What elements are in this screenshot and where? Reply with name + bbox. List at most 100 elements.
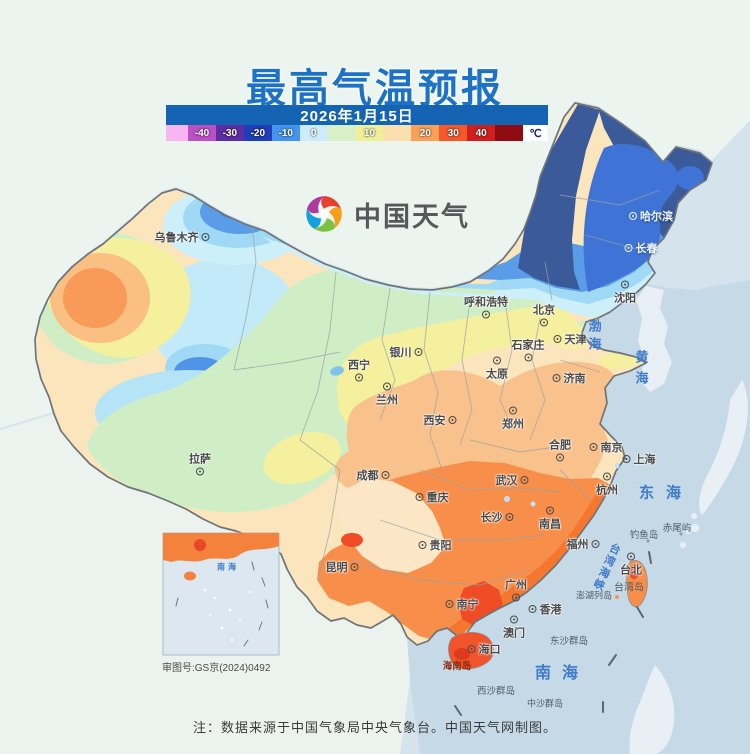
city-name: 西安 (423, 415, 446, 427)
city-marker-icon (512, 593, 520, 602)
city-marker-icon (415, 493, 424, 501)
city-name: 济南 (563, 373, 586, 385)
geo-label-钓鱼岛: 钓鱼岛 (629, 530, 659, 541)
geo-label-台湾岛: 台湾岛 (614, 582, 644, 594)
city-name: 上海 (633, 454, 656, 466)
city-label-郑州: 郑州 (502, 406, 524, 432)
city-label-西宁: 西宁 (348, 357, 370, 382)
city-marker-icon (448, 416, 457, 424)
pinwheel-logo-icon (306, 196, 342, 232)
legend-segment (495, 125, 524, 141)
city-label-济南: 济南 (552, 370, 586, 386)
city-name: 沈阳 (614, 292, 636, 305)
city-label-广州: 广州 (505, 577, 527, 602)
city-marker-icon (621, 280, 629, 289)
date-banner: 2026年1月15日 (166, 105, 548, 125)
city-name: 杭州 (596, 484, 618, 497)
city-marker-icon (589, 443, 598, 451)
city-marker-icon (556, 453, 564, 462)
city-label-成都: 成都 (357, 467, 390, 483)
city-name: 长沙 (480, 512, 503, 524)
city-marker-icon (520, 476, 529, 484)
city-name: 贵阳 (429, 540, 452, 552)
city-marker-icon (624, 244, 633, 252)
city-name: 西宁 (348, 359, 370, 372)
city-name: 哈尔滨 (640, 211, 673, 223)
island-dot (680, 542, 686, 548)
city-name: 海口 (478, 644, 501, 656)
legend-segment-40: 40 (467, 125, 496, 141)
city-label-乌鲁木齐: 乌鲁木齐 (155, 229, 210, 245)
city-label-呼和浩特: 呼和浩特 (464, 294, 508, 319)
city-name: 南宁 (456, 599, 479, 611)
legend-segment-20: 20 (411, 125, 440, 141)
city-name: 香港 (539, 604, 562, 616)
legend-segment--30: -30 (215, 125, 244, 141)
city-name: 拉萨 (189, 453, 211, 466)
city-label-石家庄: 石家庄 (512, 337, 545, 362)
city-label-贵阳: 贵阳 (418, 537, 452, 553)
city-name: 台北 (620, 564, 642, 577)
city-name: 武汉 (495, 475, 518, 487)
city-name: 兰州 (376, 394, 398, 407)
city-label-海口: 海口 (467, 641, 501, 657)
city-marker-icon (350, 563, 359, 571)
legend-segment-0: 0 (299, 125, 328, 141)
city-label-澳门: 澳门 (503, 615, 525, 641)
city-name: 南京 (600, 442, 623, 454)
city-name: 重庆 (426, 492, 449, 504)
map-approval-number: 审图号:GS京(2024)0492 (162, 663, 271, 674)
city-label-长春: 长春 (624, 240, 658, 256)
legend-segment (383, 125, 412, 141)
lake-dot (614, 463, 620, 469)
penghu-dot (615, 595, 619, 599)
city-label-南京: 南京 (589, 439, 623, 455)
city-marker-icon (493, 356, 501, 365)
city-marker-icon (418, 541, 427, 549)
lake-dot (530, 501, 536, 507)
city-label-银川: 银川 (390, 344, 423, 360)
city-name: 北京 (533, 304, 555, 317)
geo-label-渤海: 渤海 (586, 319, 602, 355)
city-marker-icon (383, 382, 391, 391)
city-label-上海: 上海 (622, 451, 656, 467)
city-label-太原: 太原 (486, 356, 508, 382)
city-label-南宁: 南宁 (445, 596, 479, 612)
geo-label-东海: 东海 (638, 484, 694, 502)
city-marker-icon (591, 540, 600, 548)
city-label-长沙: 长沙 (481, 509, 514, 525)
south-china-sea-inset (162, 532, 280, 656)
city-name: 银川 (389, 347, 412, 359)
city-label-福州: 福州 (567, 536, 600, 552)
city-label-台北: 台北 (620, 552, 642, 578)
city-marker-icon (196, 467, 204, 476)
city-marker-icon (528, 605, 537, 613)
city-label-哈尔滨: 哈尔滨 (629, 208, 673, 224)
legend-unit: ℃ (523, 125, 549, 141)
city-label-重庆: 重庆 (415, 489, 449, 505)
legend-segment--20: -20 (243, 125, 272, 141)
city-label-天津: 天津 (553, 331, 587, 347)
east-south-sea (407, 280, 750, 754)
city-marker-icon (505, 513, 514, 521)
geo-label-海南岛: 海南岛 (442, 661, 472, 672)
city-name: 郑州 (502, 418, 524, 431)
city-marker-icon (201, 233, 210, 241)
lake-dot (504, 496, 510, 502)
city-marker-icon (509, 406, 517, 415)
city-marker-icon (629, 212, 637, 220)
nine-dash-line (454, 551, 652, 716)
philippines (629, 665, 675, 754)
city-label-合肥: 合肥 (549, 437, 571, 462)
city-label-北京: 北京 (533, 302, 555, 327)
province-borders (233, 189, 661, 586)
city-name: 成都 (356, 470, 379, 482)
city-marker-icon (510, 615, 518, 624)
page-title: 最高气温预报 (246, 67, 504, 111)
city-name: 太原 (486, 368, 508, 381)
legend-segment (166, 125, 188, 141)
legend-segment--10: -10 (271, 125, 300, 141)
city-label-西安: 西安 (424, 412, 457, 428)
geo-label-南海: 南海 (217, 562, 239, 572)
